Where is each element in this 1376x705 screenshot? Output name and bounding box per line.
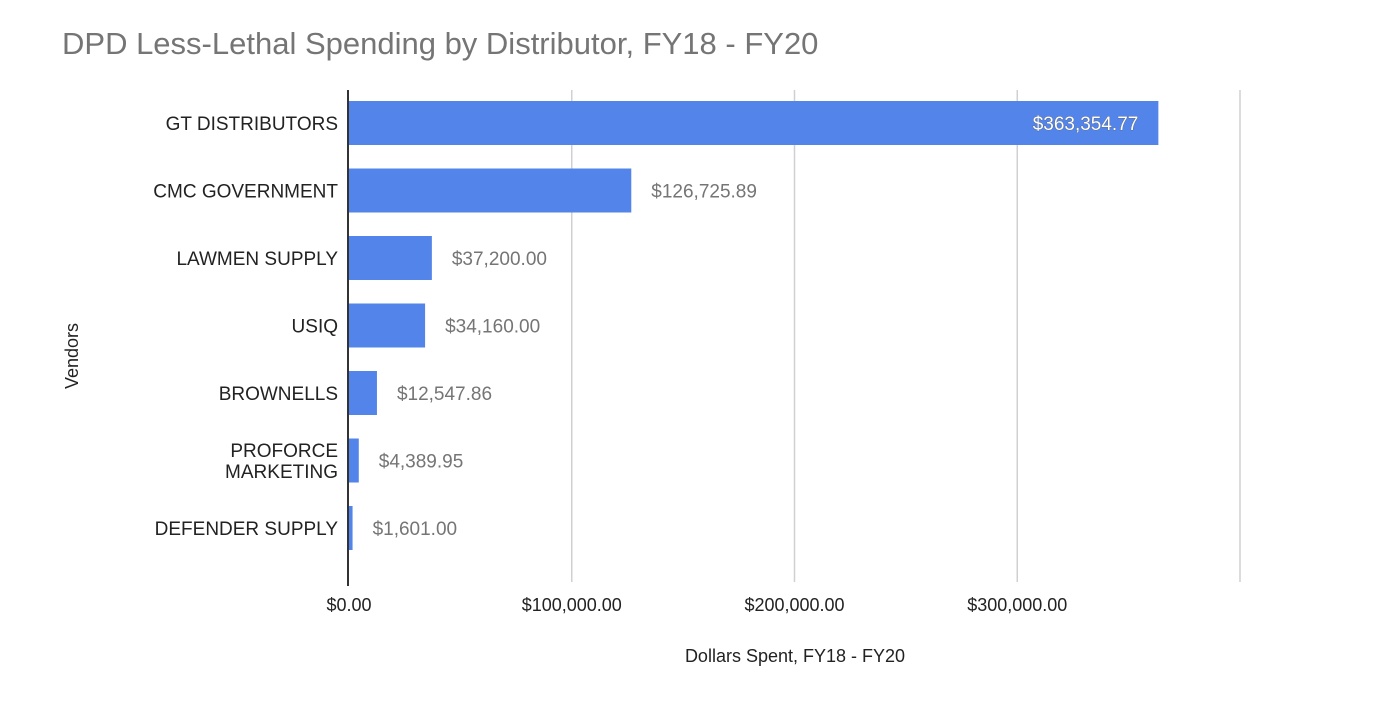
- y-axis-title: Vendors: [62, 323, 82, 389]
- data-label: $37,200.00: [452, 249, 547, 270]
- x-tick-label: $0.00: [326, 595, 371, 615]
- x-axis-title: Dollars Spent, FY18 - FY20: [685, 646, 905, 666]
- data-label: $126,725.89: [651, 182, 757, 203]
- category-label: GT DISTRIBUTORS: [166, 114, 338, 135]
- chart-title: DPD Less-Lethal Spending by Distributor,…: [62, 26, 819, 61]
- category-label: BROWNELLS: [219, 384, 338, 405]
- data-label: $34,160.00: [445, 317, 540, 338]
- category-label: USIQ: [292, 317, 338, 338]
- data-label: $4,389.95: [379, 452, 464, 473]
- category-label: DEFENDER SUPPLY: [155, 519, 339, 540]
- bar: [349, 101, 1159, 145]
- category-label: PROFORCE MARKETING: [225, 441, 338, 483]
- data-label: $12,547.86: [397, 384, 492, 405]
- bar: [349, 168, 632, 213]
- bar: [349, 303, 426, 348]
- bar: [349, 371, 377, 415]
- x-tick-label: $300,000.00: [967, 595, 1067, 615]
- x-tick-label: $200,000.00: [744, 595, 844, 615]
- category-label: CMC GOVERNMENT: [153, 182, 338, 203]
- data-label: $1,601.00: [373, 519, 458, 540]
- bar: [349, 438, 359, 483]
- category-label: LAWMEN SUPPLY: [176, 249, 338, 270]
- x-tick-label: $100,000.00: [522, 595, 622, 615]
- bar: [349, 506, 353, 550]
- bar: [349, 236, 432, 280]
- data-label: $363,354.77: [1033, 114, 1139, 135]
